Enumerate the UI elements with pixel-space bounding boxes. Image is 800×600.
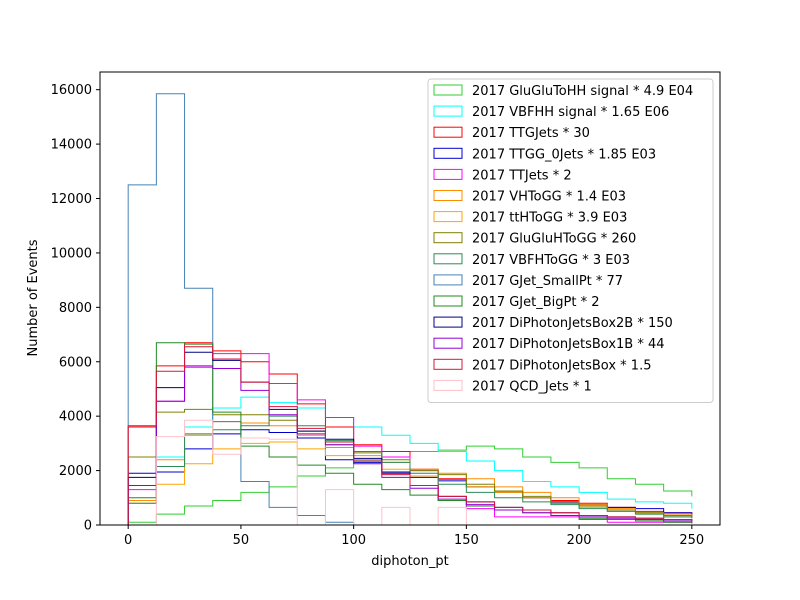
x-tick-label: 250 — [679, 533, 704, 548]
x-axis-label: diphoton_pt — [371, 554, 448, 569]
x-tick-label: 50 — [233, 533, 250, 548]
y-tick-label: 12000 — [51, 192, 92, 207]
legend-entry-label: 2017 ttHToGG * 3.9 E03 — [472, 211, 627, 226]
legend-entry-label: 2017 DiPhotonJetsBox2B * 150 — [472, 316, 673, 331]
legend-entry-label: 2017 GluGluHToGG * 260 — [472, 232, 636, 247]
legend-entry-label: 2017 GJet_SmallPt * 77 — [472, 274, 623, 289]
legend-entry-label: 2017 VBFHH signal * 1.65 E06 — [472, 105, 669, 120]
y-tick-label: 0 — [84, 519, 92, 534]
x-tick-label: 100 — [341, 533, 366, 548]
legend-entry-label: 2017 TTJets * 2 — [472, 168, 572, 183]
y-tick-label: 4000 — [59, 410, 92, 425]
y-tick-label: 6000 — [59, 355, 92, 370]
y-tick-label: 10000 — [51, 246, 92, 261]
y-tick-label: 16000 — [51, 83, 92, 98]
legend-entry-label: 2017 VBFHToGG * 3 E03 — [472, 253, 630, 268]
x-tick-label: 200 — [567, 533, 592, 548]
legend-entry-label: 2017 VHToGG * 1.4 E03 — [472, 190, 626, 205]
legend-entry-label: 2017 GJet_BigPt * 2 — [472, 295, 599, 310]
legend: 2017 GluGluToHH signal * 4.9 E04 2017 VBF… — [428, 79, 713, 403]
legend-entry-label: 2017 QCD_Jets * 1 — [472, 379, 592, 394]
x-tick-label: 150 — [454, 533, 479, 548]
legend-entry-label: 2017 TTGG_0Jets * 1.85 E03 — [472, 147, 656, 162]
legend-entry-label: 2017 GluGluToHH signal * 4.9 E04 — [472, 84, 693, 99]
y-axis-label: Number of Events — [26, 239, 41, 356]
legend-entry-label: 2017 DiPhotonJetsBox * 1.5 — [472, 358, 651, 373]
y-tick-label: 14000 — [51, 138, 92, 153]
legend-entry-label: 2017 DiPhotonJetsBox1B * 44 — [472, 337, 665, 352]
x-tick-label: 0 — [124, 533, 132, 548]
legend-entry-label: 2017 TTGJets * 30 — [472, 126, 590, 141]
y-tick-label: 2000 — [59, 464, 92, 479]
y-tick-label: 8000 — [59, 301, 92, 316]
